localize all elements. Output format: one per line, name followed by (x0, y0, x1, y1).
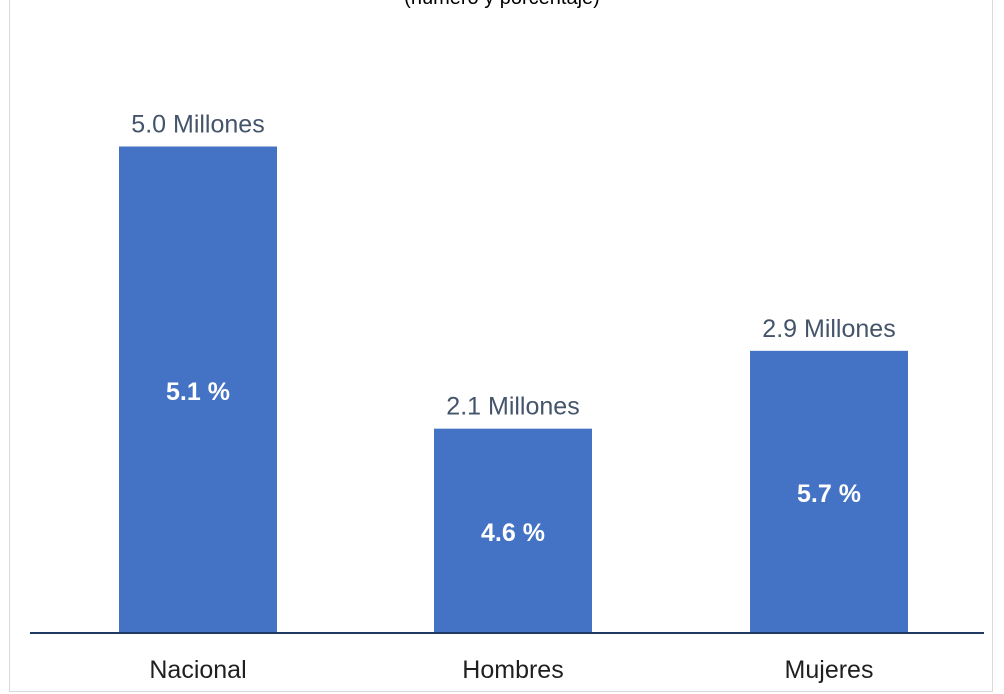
percent-label-hombres: 4.6 % (481, 519, 545, 547)
chart-subtitle: (número y porcentaje) (10, 0, 994, 10)
value-label-nacional: 5.0 Millones (131, 111, 264, 139)
value-label-hombres: 2.1 Millones (446, 393, 579, 421)
category-label-nacional: Nacional (149, 656, 246, 684)
value-label-mujeres: 2.9 Millones (762, 315, 895, 343)
bar-nacional (119, 146, 277, 633)
percent-label-nacional: 5.1 % (166, 378, 230, 406)
category-label-hombres: Hombres (462, 656, 563, 684)
bar-hombres (434, 428, 592, 633)
bar-mujeres (750, 350, 908, 633)
percent-label-mujeres: 5.7 % (797, 480, 861, 508)
bar-chart: 5.0 Millones 5.1 % Nacional 2.1 Millones 4.6… (30, 111, 984, 684)
chart-frame: (número y porcentaje) 5.0 Millones 5.1 % N… (9, 0, 993, 692)
category-label-mujeres: Mujeres (785, 656, 874, 684)
